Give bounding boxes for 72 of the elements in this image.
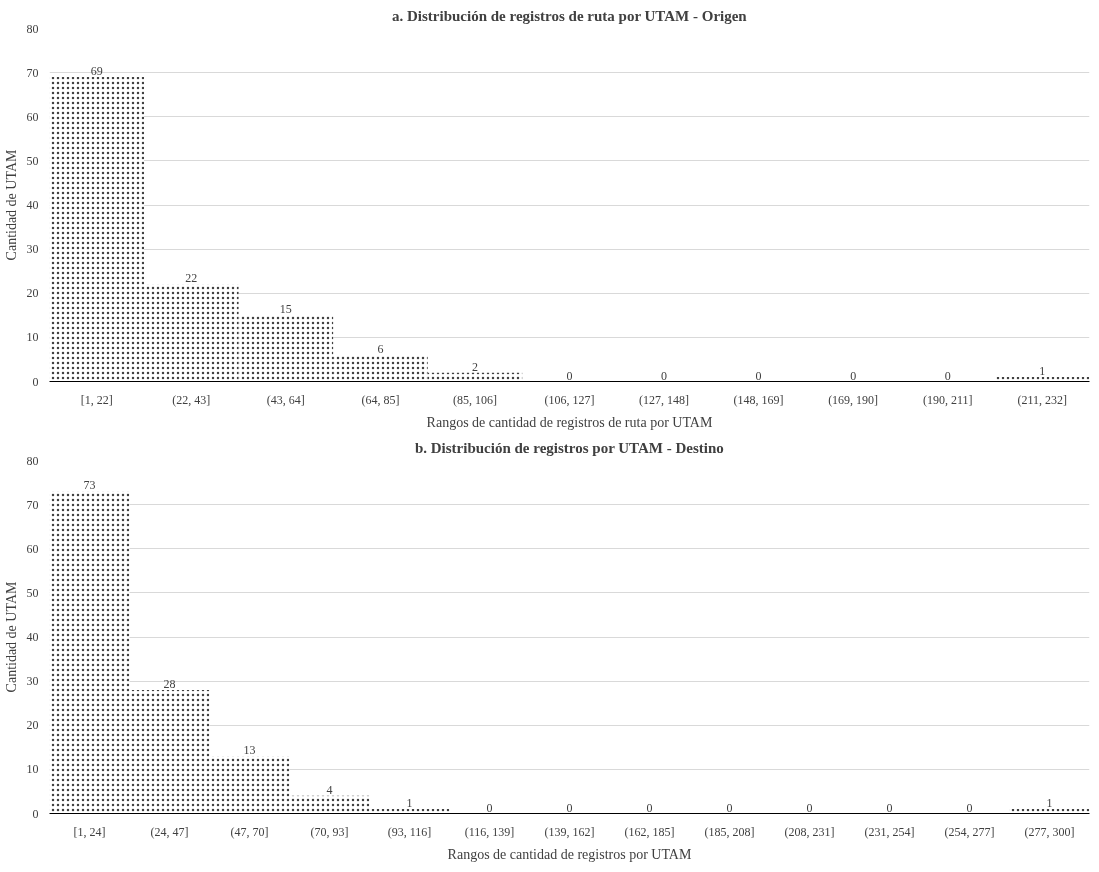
data-label: 13: [243, 743, 256, 758]
x-tick-label: (106, 127]: [544, 392, 595, 407]
data-label: 0: [661, 368, 668, 383]
x-tick-label: (139, 162]: [544, 824, 595, 839]
x-tick-label: (70, 93]: [310, 824, 349, 839]
x-tick-label: (211, 232]: [1017, 392, 1067, 407]
y-tick-label: 40: [26, 630, 39, 644]
x-tick-label: (47, 70]: [230, 824, 269, 839]
x-tick-label: (127, 148]: [639, 392, 690, 407]
data-label: 0: [886, 800, 893, 815]
data-label: 0: [566, 368, 573, 383]
data-label: 1: [406, 796, 413, 811]
data-label: 4: [326, 782, 333, 797]
data-label: 2: [471, 359, 478, 374]
data-label: 22: [185, 271, 198, 286]
x-tick-label: (22, 43]: [172, 392, 211, 407]
y-axis-title: Cantidad de UTAM: [3, 581, 19, 693]
data-label: 0: [566, 800, 573, 815]
y-tick-label: 50: [26, 585, 39, 600]
x-tick-label: (277, 300]: [1024, 824, 1075, 839]
data-label: 0: [726, 800, 733, 815]
x-tick-label: (185, 208]: [704, 824, 755, 839]
x-tick-label: [1, 22]: [80, 392, 113, 407]
data-label: 73: [83, 478, 96, 493]
x-tick-label: (231, 254]: [864, 824, 915, 839]
chart-title: a. Distribución de registros de ruta por UTAM - Origen: [392, 7, 748, 24]
x-tick-label: (208, 231]: [784, 824, 835, 839]
x-tick-label: (93, 116]: [387, 824, 432, 839]
y-tick-label: 80: [26, 453, 39, 468]
x-axis-title: Rangos de cantidad de registros de ruta por UTAM: [426, 414, 713, 430]
y-tick-label: 70: [26, 497, 39, 512]
data-label: 0: [755, 368, 762, 383]
x-tick-label: (190, 211]: [922, 392, 973, 407]
x-tick-label: (24, 47]: [150, 824, 189, 839]
y-tick-label: 60: [26, 109, 39, 124]
data-label: 1: [1039, 364, 1046, 379]
x-tick-label: (148, 169]: [733, 392, 784, 407]
data-label: 0: [646, 800, 653, 815]
x-tick-label: (162, 185]: [624, 824, 675, 839]
y-tick-label: 30: [26, 674, 39, 689]
data-label: 69: [90, 64, 103, 79]
data-label: 0: [944, 368, 951, 383]
y-tick-label: 30: [26, 242, 39, 257]
data-label: 0: [486, 800, 493, 815]
x-tick-label: (254, 277]: [944, 824, 995, 839]
x-tick-label: (85, 106]: [452, 392, 497, 407]
y-tick-label: 10: [26, 330, 39, 345]
x-tick-label: (116, 139]: [464, 824, 515, 839]
data-label: 0: [806, 800, 813, 815]
data-label: 1: [1046, 796, 1053, 811]
y-tick-label: 20: [26, 286, 39, 301]
x-axis-title: Rangos de cantidad de registros por UTAM: [447, 846, 692, 862]
y-tick-label: 70: [26, 65, 39, 80]
y-tick-label: 0: [32, 806, 39, 821]
y-tick-label: 50: [26, 153, 39, 168]
y-axis-title: Cantidad de UTAM: [3, 149, 19, 261]
y-tick-label: 10: [26, 762, 39, 777]
x-tick-label: (169, 190]: [828, 392, 879, 407]
y-tick-label: 20: [26, 718, 39, 733]
data-label: 6: [377, 342, 384, 357]
y-tick-label: 0: [32, 374, 39, 389]
x-tick-label: (43, 64]: [266, 392, 305, 407]
x-tick-label: (64, 85]: [361, 392, 400, 407]
data-label: 0: [966, 800, 973, 815]
data-label: 28: [163, 676, 176, 691]
data-label: 0: [850, 368, 857, 383]
data-label: 15: [279, 302, 292, 317]
chart-title: b. Distribución de registros por UTAM - Destino: [414, 439, 724, 456]
x-tick-label: [1, 24]: [73, 824, 106, 839]
y-tick-label: 60: [26, 541, 39, 556]
y-tick-label: 40: [26, 198, 39, 212]
y-tick-label: 80: [26, 21, 39, 36]
